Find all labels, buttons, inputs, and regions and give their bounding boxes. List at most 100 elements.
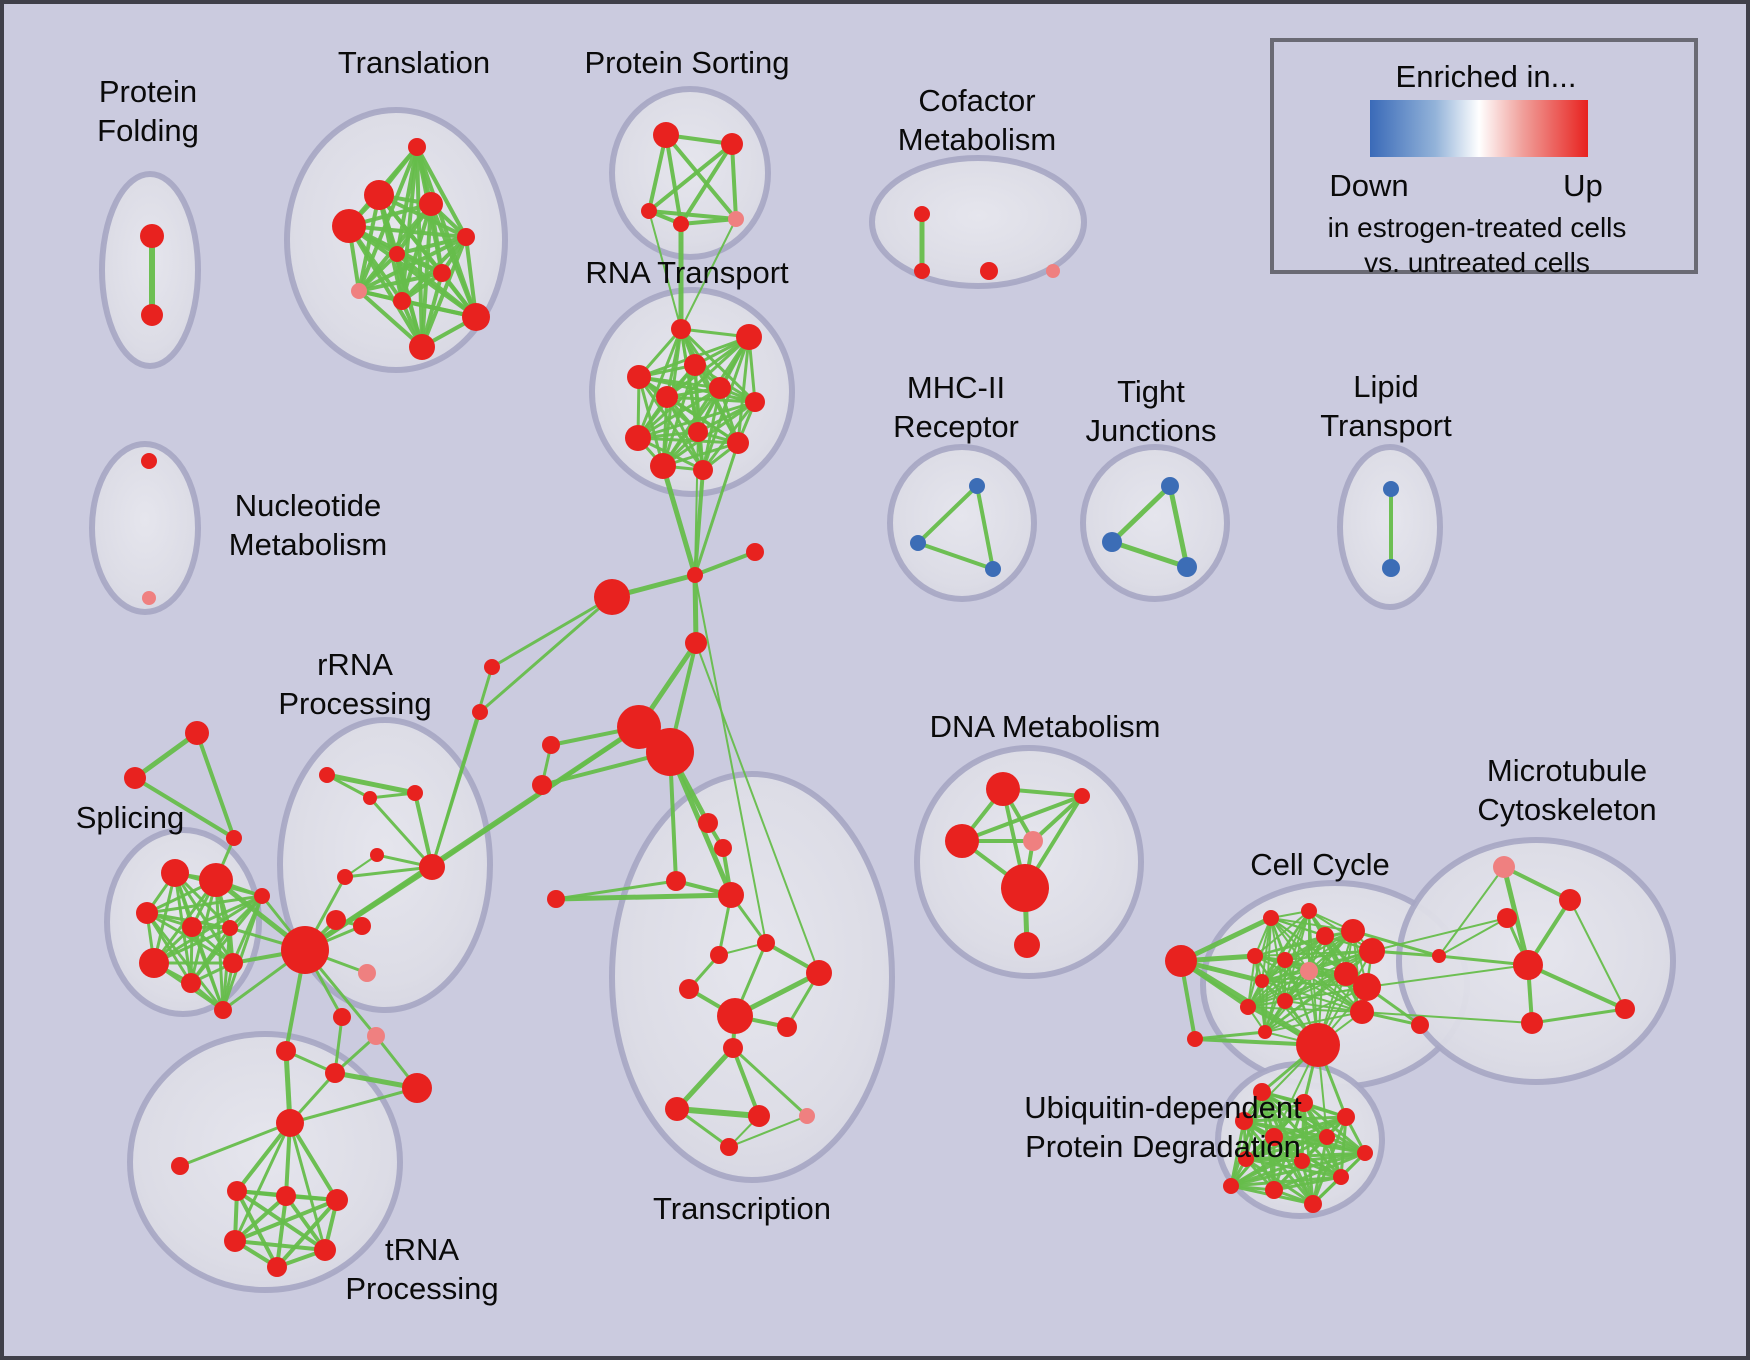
legend-box [1270,38,1698,274]
node-tr7 [433,264,451,282]
node-c3 [746,543,764,561]
node-mh1 [969,478,985,494]
edge [693,550,757,577]
legend-down-label: Down [1329,168,1408,203]
cluster-label-microtubule-cytoskeleton: Microtubule [1487,753,1647,788]
node-ub10 [1333,1169,1349,1185]
cluster-label-splicing: Splicing [76,800,185,835]
edge [1247,973,1347,1008]
node-tr2 [364,180,394,210]
cluster-label-rna-transport: RNA Transport [585,255,789,290]
node-nt2 [736,324,762,350]
node-ub3 [1337,1108,1355,1126]
node-c2 [687,567,703,583]
cluster-ellipse-trna-processing [127,1031,403,1293]
cluster-ellipse-translation [284,107,508,373]
node-rr5 [337,869,353,885]
node-ps4 [673,216,689,232]
node-x2 [714,839,732,857]
node-hub [281,926,329,974]
node-cc2 [1187,1031,1203,1047]
node-x11 [777,1017,797,1037]
cluster-label-cofactor-metabolism: Cofactor [918,83,1035,118]
edge [324,772,418,796]
edge [1229,1159,1304,1188]
node-sp10 [181,973,201,993]
edge [1366,964,1529,988]
edge [674,1106,762,1119]
edge [664,133,683,226]
edge [233,1121,292,1243]
cluster-label-tight-junctions: Tight [1117,374,1185,409]
edge [357,193,381,293]
edge [1526,963,1627,1011]
node-tr11 [409,334,435,360]
node-cc14 [1359,938,1385,964]
node-lp1 [1383,481,1399,497]
node-sp8 [222,920,238,936]
node-x15 [799,1108,815,1124]
node-sp5 [199,863,233,897]
edge [679,217,738,226]
edge [680,218,737,330]
node-sp3 [226,830,242,846]
cluster-label-protein-folding: Folding [97,113,199,148]
node-ub9 [1294,1153,1310,1169]
node-tr10 [462,303,490,331]
cluster-label-layer: Translation Protein Folding Protein Sorting… [76,45,1657,1306]
edge [1264,1011,1363,1033]
node-sp7 [182,917,202,937]
cluster-label-microtubule-cytoskeleton: Cytoskeleton [1477,792,1656,827]
edge [1272,1115,1348,1139]
edge [647,209,738,221]
edge [1247,986,1368,1008]
node-rr6 [419,854,445,880]
node-cc19 [1296,1023,1340,1067]
edge [178,1121,292,1168]
node-ub5 [1265,1128,1283,1146]
edge [736,335,751,445]
node-c9 [484,659,500,675]
edge [692,572,699,646]
node-x4 [718,882,744,908]
node-tj2 [1102,532,1122,552]
node-nt9 [688,422,708,442]
node-t2 [325,1063,345,1083]
node-t8 [276,1186,296,1206]
edge [1270,917,1354,932]
node-ub2 [1295,1094,1313,1112]
node-ps2 [721,133,743,155]
edge [195,731,236,840]
edge [357,271,444,293]
node-c10 [472,704,488,720]
node-cf4 [1046,264,1060,278]
node-ps1 [653,122,679,148]
node-pk1 [367,1027,385,1045]
cluster-label-rrna-processing: rRNA [317,647,393,682]
edge [1193,1030,1267,1041]
node-tr5 [457,228,475,246]
edge [636,386,722,440]
node-cc15 [1334,962,1358,986]
node-rr3 [407,785,423,801]
node-ps5 [728,211,744,227]
node-cc7 [1300,962,1318,980]
node-nm1 [141,453,157,469]
node-t5 [276,1109,304,1137]
node-t3 [402,1073,432,1103]
legend-gradient-bar [1370,100,1588,157]
cluster-label-translation: Translation [338,45,490,80]
node-mt4 [1513,950,1543,980]
cluster-label-lipid-transport: Lipid [1353,369,1419,404]
edge [1438,917,1508,957]
edge [701,386,722,472]
edge [694,574,767,944]
cluster-ellipse-tight-junctions [1080,444,1230,602]
edge [693,441,740,577]
edge [1178,915,1274,964]
edge [395,235,468,256]
cluster-label-ubiquitin-degradation: Ubiquitin-dependent [1024,1090,1302,1125]
node-nt10 [727,432,749,454]
